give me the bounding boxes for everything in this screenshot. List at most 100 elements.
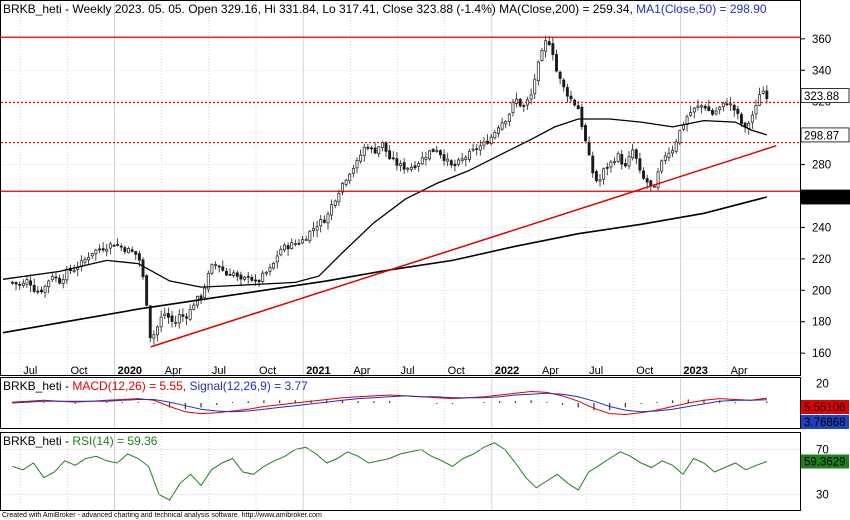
candle-body (540, 50, 544, 61)
signal-label: Signal(12,26,9) = 3.77 (189, 379, 308, 393)
candle-body (235, 272, 239, 277)
macd-series-line (12, 390, 767, 416)
candle-body (319, 219, 323, 227)
time-tick-label: Apr (165, 365, 182, 377)
candle-body (228, 273, 232, 276)
candle-body (714, 110, 718, 115)
candle-body (460, 158, 464, 161)
ma50-label: MA1(Close,50) = 298.90 (636, 2, 767, 16)
price-header-title: BRKB_heti - Weekly 2023. 05. 05. Open 32… (3, 2, 499, 16)
macd-value-label: 5.55106 (804, 402, 846, 414)
trendline (150, 145, 777, 348)
time-tick-label: Jul (589, 365, 603, 377)
candle-body (736, 108, 740, 114)
candle-body (522, 105, 526, 107)
candle-body (39, 289, 43, 293)
price-tick-label: 280 (812, 160, 831, 172)
candle-body (250, 276, 254, 281)
time-tick-label: 2021 (306, 365, 330, 377)
candle-body (199, 295, 203, 299)
candle-body (283, 244, 286, 251)
candle-body (453, 163, 457, 167)
price-plot (1, 35, 800, 354)
rsi-tick-label: 70 (816, 445, 829, 457)
price-tick-label: 340 (812, 65, 831, 77)
candle-body (373, 147, 377, 154)
candle-body (696, 105, 700, 108)
candle-body (678, 130, 682, 144)
rsi-plot (1, 442, 800, 501)
candle-body (725, 103, 729, 106)
candle-body (87, 256, 91, 261)
candle-body (489, 136, 493, 144)
candle-body (47, 280, 51, 288)
price-tick-label: 360 (812, 34, 831, 46)
candle-body (417, 163, 421, 167)
candle-body (123, 247, 127, 252)
macd-value-label: 3.76868 (804, 417, 846, 429)
price-value-label: 298.87 (804, 130, 839, 142)
candle-body (377, 146, 381, 155)
candle-body (119, 245, 123, 248)
candle-body (685, 116, 689, 126)
candle-body (293, 243, 297, 245)
macd-value-badge (801, 400, 849, 414)
candle-body (529, 94, 533, 100)
candle-body (18, 283, 22, 286)
candle-body (192, 304, 196, 310)
candle-body (660, 160, 664, 172)
price-tick-label: 240 (812, 222, 831, 234)
candle-body (507, 113, 511, 122)
candle-body (482, 141, 486, 146)
candle-body (729, 103, 733, 106)
candle-body (616, 153, 620, 162)
candle-body (464, 157, 468, 161)
price-value-badge (800, 88, 850, 104)
candle-body (297, 242, 301, 245)
candle-body (667, 152, 671, 158)
candle-body (478, 145, 482, 151)
candle-body (656, 171, 660, 189)
time-tick-label: Oct (259, 365, 276, 377)
candle-body (264, 271, 268, 274)
candle-body (286, 245, 290, 250)
candle-body (645, 178, 649, 183)
candle-body (301, 239, 305, 244)
candle-body (315, 226, 319, 231)
candle-body (674, 141, 678, 152)
candle-body (330, 204, 334, 216)
candle-body (203, 287, 207, 298)
candle-body (388, 150, 392, 160)
rsi-value-badge (801, 454, 849, 469)
candle-body (174, 322, 178, 324)
candle-body (137, 253, 141, 261)
price-value-badge (800, 127, 850, 143)
candle-body (750, 114, 754, 123)
candle-body (337, 193, 341, 203)
candle-body (32, 285, 36, 292)
candle-body (500, 122, 504, 130)
price-tick-label: 200 (812, 285, 831, 297)
ma200-label: MA(Close,200) = 259.34, (499, 2, 636, 16)
candle-body (268, 267, 272, 272)
candle-body (562, 79, 566, 88)
candle-body (424, 156, 428, 160)
candle-body (652, 185, 656, 188)
candle-body (634, 149, 638, 159)
candle-body (116, 244, 120, 246)
candle-body (598, 179, 602, 182)
candle-body (170, 315, 174, 322)
candle-body (395, 158, 399, 166)
price-value-label: 323.88 (804, 91, 839, 103)
rsi-header-name: BRKB_heti - (3, 434, 72, 448)
candle-body (101, 248, 105, 251)
candle-body (511, 101, 515, 114)
macd-label: MACD(12,26) = 5.55, (72, 379, 189, 393)
price-tick-label: 220 (812, 254, 831, 266)
candle-body (272, 262, 276, 269)
candle-body (409, 166, 413, 170)
candle-body (159, 316, 163, 328)
candle-body (587, 141, 591, 156)
time-tick-label: Oct (70, 365, 87, 377)
candle-body (279, 248, 283, 256)
